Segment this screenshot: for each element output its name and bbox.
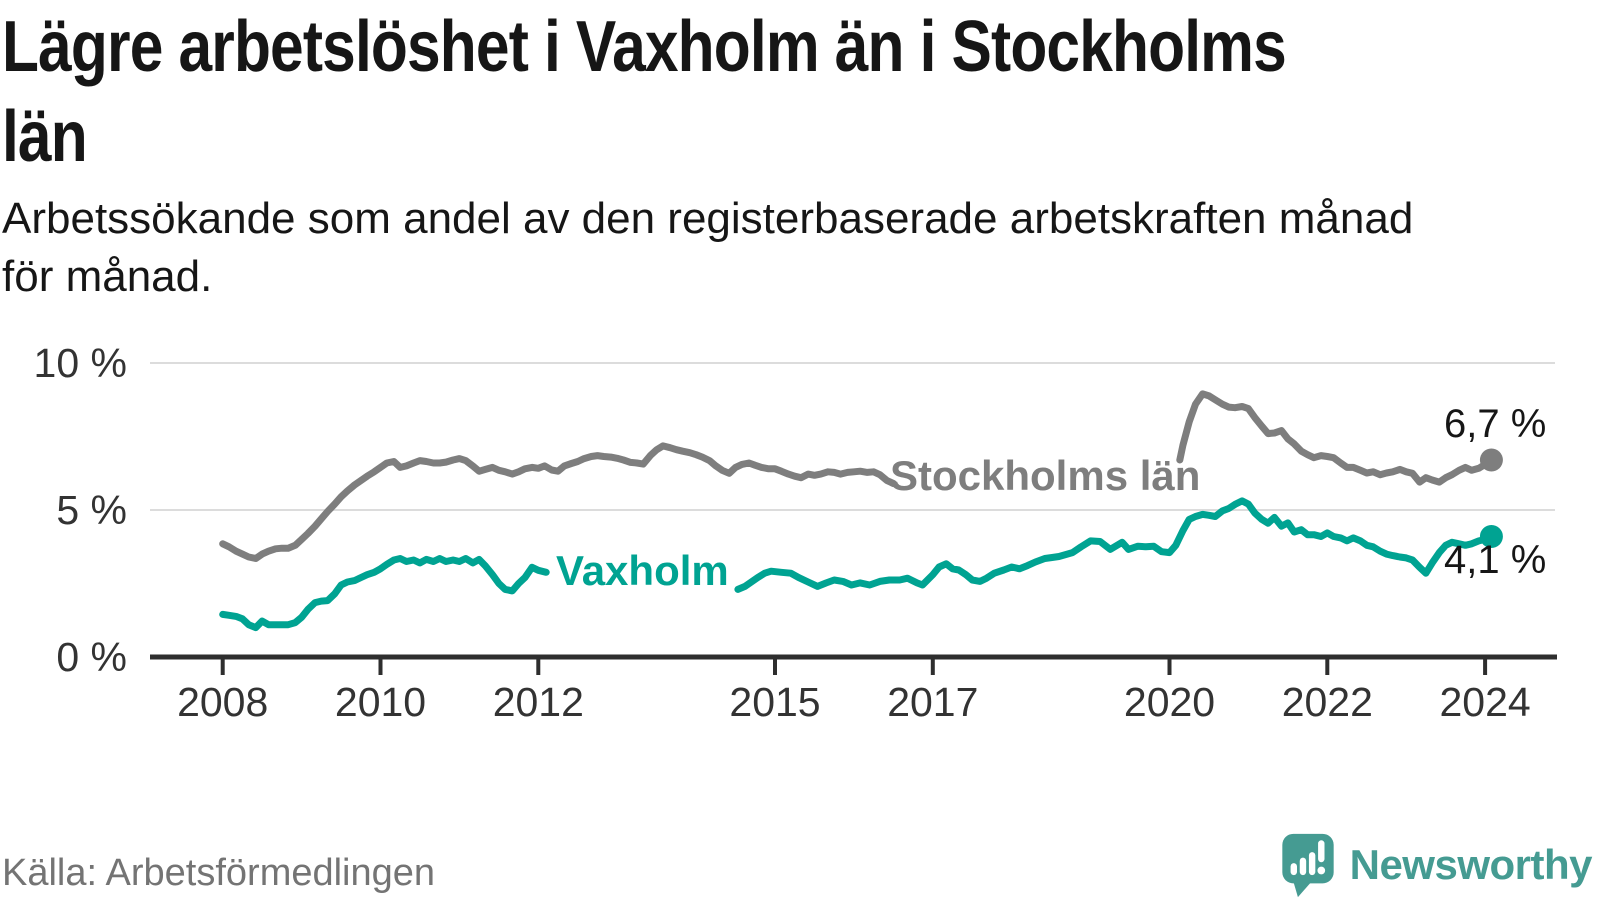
series-line-stockholms-lan-segment-2 [1176,390,1495,486]
series-line-vaxholm-segment-2 [734,497,1495,593]
subtitle-line-1: Arbetssökande som andel av den registerb… [2,194,1414,243]
series-line-stockholms-lan-segment-1 [219,442,897,562]
source-attribution: Källa: Arbetsförmedlingen [2,852,436,894]
series-label-stockholms-lan: Stockholms län [890,452,1201,499]
title-line-1: Lägre arbetslöshet i Vaxholm än i Stockh… [2,7,1287,87]
newsworthy-logo-icon [1281,833,1334,898]
page-title: Lägre arbetslöshet i Vaxholm än i Stockh… [2,2,1287,182]
series-end-dot-stockholms-lan [1479,448,1503,472]
newsworthy-logo: Newsworthy [1280,832,1593,898]
title-line-2: län [2,97,88,177]
end-value-label-vaxholm: 4,1 % [1444,538,1547,582]
subtitle-line-2: för månad. [2,252,213,301]
series-line-vaxholm-segment-1 [219,555,550,632]
series-label-vaxholm: Vaxholm [556,547,729,594]
series-end-dot-vaxholm [1479,524,1503,548]
chart-subtitle: Arbetssökande som andel av den registerb… [2,190,1413,306]
end-value-label-stockholms-lan: 6,7 % [1444,402,1547,446]
newsworthy-logo-text: Newsworthy [1349,841,1593,888]
